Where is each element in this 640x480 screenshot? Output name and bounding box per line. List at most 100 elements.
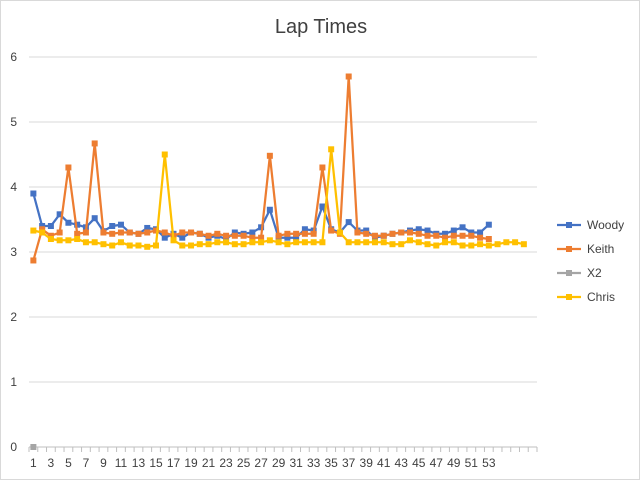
data-point-chris <box>196 241 203 248</box>
y-tick-label: 2 <box>10 310 17 324</box>
data-point-keith <box>240 232 247 239</box>
data-point-keith <box>266 152 273 159</box>
data-point-woody <box>91 215 98 222</box>
data-point-chris <box>161 151 168 158</box>
x-tick-label: 51 <box>465 456 479 470</box>
data-point-keith <box>249 234 256 241</box>
data-point-keith <box>389 230 396 237</box>
data-point-chris <box>371 239 378 246</box>
legend-marker-woody <box>566 222 572 228</box>
data-point-keith <box>284 230 291 237</box>
data-point-keith <box>485 236 492 242</box>
data-point-woody <box>144 224 151 231</box>
data-point-chris <box>301 239 308 246</box>
x-tick-label: 7 <box>83 456 90 470</box>
data-point-keith <box>153 227 159 234</box>
data-point-keith <box>407 229 413 236</box>
data-point-keith <box>161 229 168 236</box>
data-point-chris <box>503 239 510 246</box>
gridlines <box>29 56 537 383</box>
x-tick-label: 1 <box>30 456 37 470</box>
data-point-chris <box>56 237 63 244</box>
series-x2 <box>30 444 37 450</box>
data-point-keith <box>188 229 195 236</box>
data-point-chris <box>144 243 151 250</box>
series-keith <box>30 73 492 264</box>
data-point-keith <box>196 230 203 237</box>
data-point-woody <box>109 223 116 229</box>
data-point-chris <box>231 241 238 248</box>
data-point-keith <box>424 232 431 239</box>
x-tick-label: 21 <box>202 456 216 470</box>
series-chris <box>30 146 527 250</box>
data-point-chris <box>468 242 475 249</box>
data-point-chris <box>188 242 195 249</box>
x-tick-label: 37 <box>342 456 356 470</box>
x-tick-label: 41 <box>377 456 391 470</box>
data-point-keith <box>135 230 142 237</box>
data-point-woody <box>485 221 492 228</box>
data-point-keith <box>39 226 46 233</box>
data-point-keith <box>205 232 212 239</box>
data-point-keith <box>100 229 107 236</box>
data-point-chris <box>30 227 37 234</box>
x-tick-label: 11 <box>115 456 128 470</box>
x-tick-label: 15 <box>149 456 163 470</box>
data-point-chris <box>345 239 352 246</box>
data-point-keith <box>319 164 326 171</box>
data-point-chris <box>284 241 291 248</box>
data-point-chris <box>249 239 256 246</box>
x-tick-label: 35 <box>324 456 338 470</box>
data-point-woody <box>284 234 291 241</box>
y-axis-ticks: 0 1 2 3 4 5 6 <box>10 50 17 454</box>
data-point-keith <box>442 234 449 241</box>
data-point-keith <box>179 229 186 236</box>
data-point-keith <box>82 229 89 236</box>
data-point-woody <box>319 203 326 210</box>
data-point-chris <box>205 241 212 248</box>
data-point-chris <box>415 239 422 246</box>
legend-label-chris: Chris <box>587 290 615 304</box>
data-point-chris <box>266 237 273 244</box>
data-point-woody <box>415 226 422 233</box>
legend-marker-chris <box>566 294 572 300</box>
data-point-chris <box>477 241 484 248</box>
data-point-woody <box>345 219 352 226</box>
legend-label-keith: Keith <box>587 242 614 256</box>
x-tick-label: 43 <box>395 456 409 470</box>
x-tick-label: 23 <box>219 456 233 470</box>
data-point-woody <box>266 206 273 213</box>
data-point-woody <box>74 221 81 228</box>
data-point-keith <box>450 232 457 239</box>
data-point-chris <box>65 237 72 244</box>
x-tick-label: 17 <box>167 456 181 470</box>
data-point-keith <box>109 230 116 237</box>
x-tick-label: 25 <box>237 456 251 470</box>
data-point-chris <box>74 236 81 242</box>
data-point-chris <box>109 242 116 249</box>
x-tick-label: 39 <box>360 456 374 470</box>
data-point-keith <box>363 230 370 237</box>
data-point-chris <box>363 239 370 246</box>
x-axis: 1 3 5 7 9 11 13 15 17 19 21 23 25 27 29 31 33 35 37 39 41 43 4… <box>28 446 538 470</box>
y-tick-label: 4 <box>10 180 17 194</box>
data-point-x2 <box>30 444 37 450</box>
data-point-chris <box>328 146 335 153</box>
data-point-chris <box>433 242 440 249</box>
y-tick-label: 0 <box>10 440 17 454</box>
data-point-woody <box>161 234 168 241</box>
chart-title: Lap Times <box>275 16 367 38</box>
data-point-chris <box>240 241 247 248</box>
data-point-chris <box>39 229 46 236</box>
data-point-keith <box>144 229 151 236</box>
legend-marker-x2 <box>566 270 572 276</box>
data-point-chris <box>354 239 361 246</box>
data-point-keith <box>126 229 133 236</box>
data-point-woody <box>47 223 54 229</box>
data-point-chris <box>424 241 431 248</box>
data-point-woody <box>223 236 230 242</box>
data-point-chris <box>214 239 221 246</box>
data-point-keith <box>30 257 37 264</box>
